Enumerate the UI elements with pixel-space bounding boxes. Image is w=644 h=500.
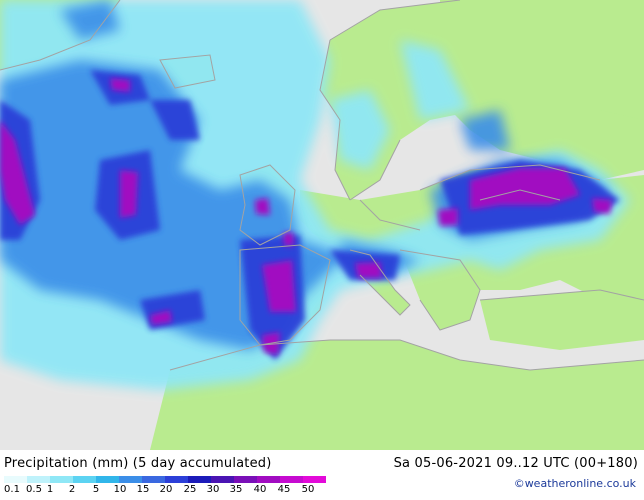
scale-tick-label: 2 [68, 484, 76, 495]
credit-link[interactable]: ©weatheronline.co.uk [513, 477, 636, 490]
scale-swatch [27, 476, 51, 483]
scale-swatch [188, 476, 212, 483]
scale-swatch [50, 476, 74, 483]
color-scale-bar [4, 476, 326, 483]
scale-tick-label: 15 [136, 484, 150, 495]
scale-swatch [4, 476, 28, 483]
scale-swatch [142, 476, 166, 483]
scale-tick-label: 25 [183, 484, 197, 495]
scale-tick-label: 1 [46, 484, 54, 495]
scale-tick-label: 30 [206, 484, 220, 495]
legend-title: Precipitation (mm) (5 day accumulated) [4, 456, 272, 471]
northeast-land [540, 0, 644, 120]
scale-swatch [303, 476, 326, 483]
scale-tick-label: 20 [159, 484, 173, 495]
country-borders [0, 0, 644, 371]
scale-tick-label: 35 [229, 484, 243, 495]
scale-tick-label: 50 [301, 484, 315, 495]
scale-swatch [211, 476, 235, 483]
legend-footer: Precipitation (mm) (5 day accumulated) S… [0, 450, 644, 500]
scale-tick-label: 10 [113, 484, 127, 495]
scale-swatch [119, 476, 143, 483]
map-svg [0, 0, 644, 450]
scale-tick-label: 5 [92, 484, 100, 495]
scale-swatch [257, 476, 281, 483]
run-info: Sa 05-06-2021 09..12 UTC (00+180) [393, 456, 638, 471]
scale-tick-label: 0.1 [4, 484, 20, 495]
scale-swatch [73, 476, 97, 483]
turkey-land [480, 290, 644, 350]
scale-tick-label: 0.5 [26, 484, 42, 495]
scale-swatch [234, 476, 258, 483]
scale-swatch [96, 476, 120, 483]
scale-tick-label: 45 [277, 484, 291, 495]
scale-ticks: 0.1 0.5 1 2 5 10 15 20 25 30 35 40 45 50 [0, 484, 330, 498]
scale-swatch [165, 476, 189, 483]
scale-tick-label: 40 [253, 484, 267, 495]
precip-extreme [0, 78, 612, 355]
precipitation-map [0, 0, 644, 450]
scale-swatch [280, 476, 304, 483]
